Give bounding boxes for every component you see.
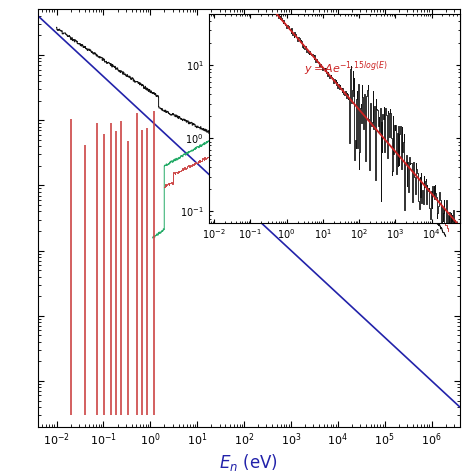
- Text: $y=Ae^{-1.15log(E)}$: $y=Ae^{-1.15log(E)}$: [304, 59, 388, 78]
- X-axis label: $E_n$ (eV): $E_n$ (eV): [219, 452, 278, 473]
